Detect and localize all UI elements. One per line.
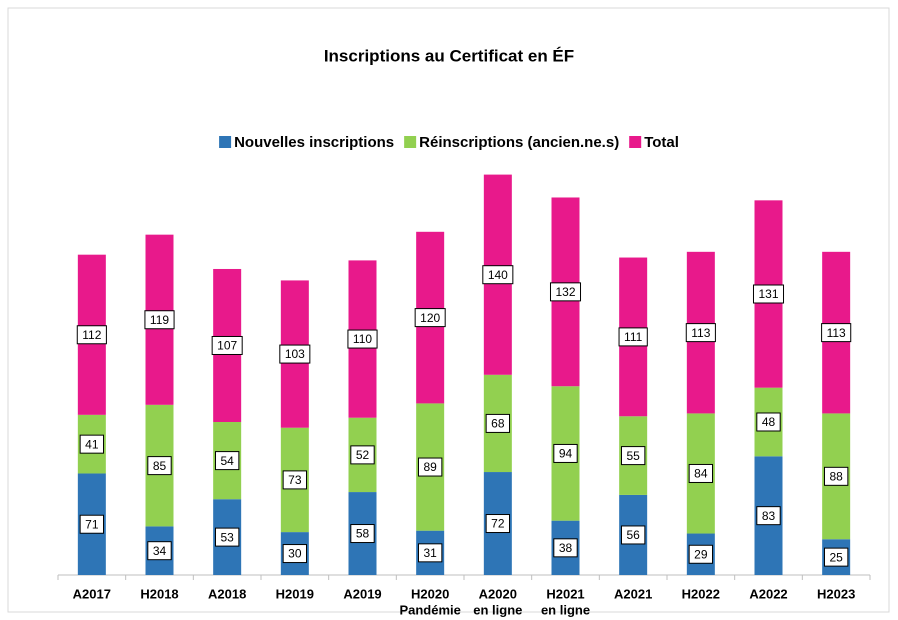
legend-label: Total [644,134,679,151]
data-label: 84 [694,467,708,481]
data-label-box [553,538,578,558]
data-label-box [211,335,243,355]
data-label: 112 [82,328,101,342]
data-label-box [688,544,714,564]
data-label-box [821,323,852,343]
x-tick-label: en ligne [473,602,522,617]
data-label-box [414,308,446,328]
data-label-box [147,456,172,476]
data-label: 54 [220,454,234,468]
data-label: 131 [758,287,778,301]
data-label: 52 [356,448,370,462]
data-label: 71 [85,517,99,531]
data-label: 41 [85,437,99,451]
data-label: 31 [423,546,437,560]
x-tick-label: A2022 [749,586,787,601]
data-label-box [282,544,308,564]
data-label: 120 [420,311,440,325]
data-label-box [752,284,785,304]
data-label: 38 [559,541,573,555]
data-label-box [485,514,511,534]
data-label: 30 [288,547,302,561]
legend-label: Réinscriptions (ancien.ne.s) [419,134,619,151]
data-label: 73 [288,473,302,487]
data-label-box [553,443,578,463]
x-tick-label: H2018 [140,586,178,601]
data-label-box [685,323,716,343]
data-label: 140 [488,268,508,282]
data-label-box [688,463,714,483]
legend-swatch [629,136,642,148]
data-label-box [620,446,646,466]
legend-swatch [219,136,232,148]
x-tick-label: H2022 [682,586,720,601]
data-label-box [756,412,781,432]
data-label: 25 [829,550,843,564]
data-label-box [214,451,240,471]
data-label-box [482,265,514,285]
data-label: 113 [827,326,846,340]
data-label: 72 [491,517,505,531]
data-label: 88 [829,470,843,484]
data-label: 34 [153,544,167,558]
x-tick-label: A2020 [479,586,517,601]
data-label-box [347,329,378,349]
x-tick-label: A2018 [208,586,246,601]
data-label-box [76,325,107,345]
x-tick-label: en ligne [541,602,590,617]
data-label: 113 [691,326,710,340]
data-label: 58 [356,527,370,541]
data-label-box [417,543,443,563]
data-label-box [823,466,849,486]
data-label-box [214,527,240,547]
data-label: 53 [220,530,234,544]
data-label: 132 [555,285,575,299]
data-label-box [350,524,375,544]
x-tick-label: A2021 [614,586,652,601]
data-label-box [549,282,582,302]
data-label: 110 [353,332,372,346]
data-label: 94 [559,447,573,461]
data-label-box [350,445,375,465]
data-label-box [618,327,648,347]
data-label-box [756,506,781,526]
data-label-box [282,470,308,490]
x-tick-label: A2019 [343,586,381,601]
data-label: 119 [150,313,169,327]
x-tick-label: H2020 [411,586,449,601]
x-tick-label: H2023 [817,586,855,601]
x-tick-label: H2019 [276,586,314,601]
data-label: 103 [285,347,305,361]
data-label: 55 [626,449,640,463]
data-label: 111 [624,330,643,344]
data-label: 68 [491,417,505,431]
data-label-box [279,344,311,364]
data-label: 89 [423,460,437,474]
data-label-box [417,457,443,477]
data-label: 48 [762,415,776,429]
data-label: 83 [762,509,776,523]
data-label: 29 [694,547,708,561]
data-label: 107 [217,339,237,353]
data-label-box [147,541,172,561]
data-label: 85 [153,459,167,473]
x-tick-label: H2021 [546,586,584,601]
data-label-box [620,525,646,545]
data-label-box [79,514,105,534]
data-label-box [823,547,849,567]
x-tick-label: A2017 [73,586,111,601]
data-label-box [485,413,511,433]
data-label-box [79,434,105,454]
chart-title: Inscriptions au Certificat en ÉF [324,46,574,65]
data-label-box [144,310,175,330]
legend-label: Nouvelles inscriptions [234,134,394,151]
legend: Nouvelles inscriptions Réinscriptions (an… [219,134,679,151]
x-tick-label: Pandémie [399,602,460,617]
legend-swatch [404,136,417,148]
data-label: 56 [626,528,640,542]
